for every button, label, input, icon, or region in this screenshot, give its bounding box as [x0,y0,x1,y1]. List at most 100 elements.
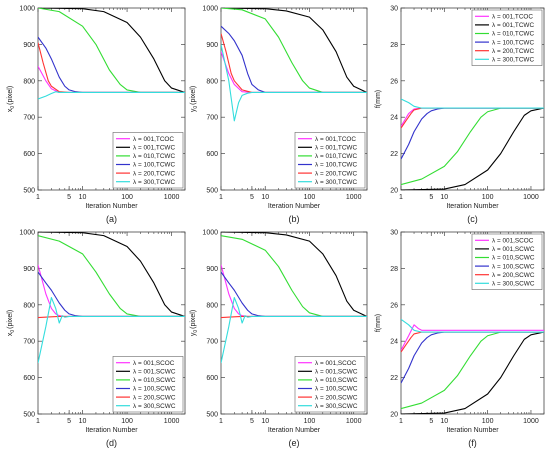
legend-label-3: λ = 100,SCWC [133,386,176,393]
y-axis-label-sub: 0 [10,106,16,109]
legend-label-1: λ = 001,TCWC [492,22,534,29]
legend-label-2: λ = 010,SCWC [315,377,358,384]
x-axis-label: Iteration Number [268,203,321,210]
panel-caption: (f) [468,438,477,448]
y-axis-label: x0(pixel) [7,310,16,336]
y-tick-label: 20 [390,412,398,419]
legend-label-0: λ = 001,SCOC [133,360,175,367]
panel-caption: (c) [467,214,478,224]
legend-label-3: λ = 100,TCWC [133,162,175,169]
y-tick-label: 900 [23,266,35,273]
series-line-5 [221,296,367,364]
y-tick-label: 30 [390,6,398,13]
series-line-0 [401,324,544,351]
series-line-2 [38,235,185,318]
series-line-2 [401,107,544,186]
y-axis-label-unit: (pixel) [7,310,14,329]
series-line-1 [401,331,544,414]
x-tick-label: 100 [304,418,316,425]
legend-label-0: λ = 001,TCOC [315,136,356,143]
series-line-3 [221,25,367,93]
legend-label-3: λ = 100,SCWC [315,386,358,393]
x-tick-label: 1 [219,194,223,201]
y-axis-label-unit: (pixel) [190,310,197,329]
y-tick-label: 500 [206,188,218,195]
x-tick-label: 10 [440,194,448,201]
y-axis-label-unit: (pixel) [190,86,197,105]
legend-box [471,9,543,66]
y-axis-label-main: x [7,108,14,112]
legend-label-5: λ = 300,SCWC [315,403,358,410]
y-axis-label-main: y [190,332,197,336]
panel-2: 1 5 10 100 1000 20 22 24 26 28 30 Iteration Number f… [375,6,545,224]
y-tick-label: 700 [206,339,218,346]
y-tick-label: 600 [23,375,35,382]
y-tick-label: 800 [206,78,218,85]
y-tick-label: 800 [23,78,35,85]
minor-ticks [234,8,368,190]
x-tick-label: 1000 [346,194,362,201]
panel-caption: (b) [289,214,300,224]
x-tick-label: 100 [482,194,494,201]
x-tick-label: 5 [67,194,71,201]
y-tick-label: 22 [390,375,398,382]
y-tick-label: 700 [206,115,218,122]
x-tick-label: 5 [250,194,254,201]
y-tick-label: 500 [23,412,35,419]
legend-label-4: λ = 200,TCWC [315,170,357,177]
legend-label-1: λ = 001,SCWC [133,369,176,376]
legend-label-0: λ = 001,TCOC [492,14,533,21]
panel-caption: (a) [106,214,117,224]
series-line-1 [38,232,185,317]
legend-label-5: λ = 300,TCWC [315,179,357,186]
y-tick-label: 800 [206,302,218,309]
x-tick-label: 1 [399,418,403,425]
series-line-2 [221,235,367,318]
panel-1: 1 5 10 100 1000 500 600 700 800 900 1000 Iteration … [190,6,368,224]
series-lines [38,232,185,364]
x-tick-label: 100 [121,194,133,201]
panel-caption: (e) [289,438,300,448]
y-tick-label: 28 [390,266,398,273]
legend-label-0: λ = 001,SCOC [315,360,357,367]
legend-label-0: λ = 001,TCOC [133,136,174,143]
x-tick-label: 5 [429,418,433,425]
x-tick-label: 1000 [346,418,362,425]
x-tick-label: 10 [261,194,269,201]
panel-caption: (d) [106,438,117,448]
legend-label-1: λ = 001,SCWC [492,246,535,253]
y-tick-label: 800 [23,302,35,309]
y-tick-label: 600 [206,151,218,158]
x-tick-label: 1 [219,418,223,425]
series-line-5 [221,44,367,122]
y-tick-label: 30 [390,230,398,237]
panel-4: 1 5 10 100 1000 500 600 700 800 900 1000 Iteration … [190,230,368,448]
series-line-1 [221,8,367,93]
y-tick-label: 500 [206,412,218,419]
x-tick-label: 100 [482,418,494,425]
x-tick-label: 100 [304,194,316,201]
series-line-2 [221,8,367,93]
x-tick-label: 1000 [523,418,539,425]
series-lines [221,232,367,364]
x-tick-label: 5 [250,418,254,425]
legend-box [471,233,543,290]
series-line-5 [38,296,185,364]
x-tick-label: 10 [79,194,87,201]
y-tick-label: 900 [206,42,218,49]
legend-box [294,356,366,413]
y-tick-label: 900 [23,42,35,49]
x-tick-label: 10 [261,418,269,425]
legend-label-4: λ = 200,TCWC [133,170,175,177]
series-line-2 [401,331,544,410]
legend-label-1: λ = 001,TCWC [133,145,175,152]
x-axis-label: Iteration Number [446,203,499,210]
legend-label-1: λ = 001,TCWC [315,145,357,152]
x-tick-label: 1000 [164,418,180,425]
legend-label-5: λ = 300,TCWC [133,179,175,186]
series-lines [221,8,367,122]
legend-label-4: λ = 200,SCWC [315,394,358,401]
